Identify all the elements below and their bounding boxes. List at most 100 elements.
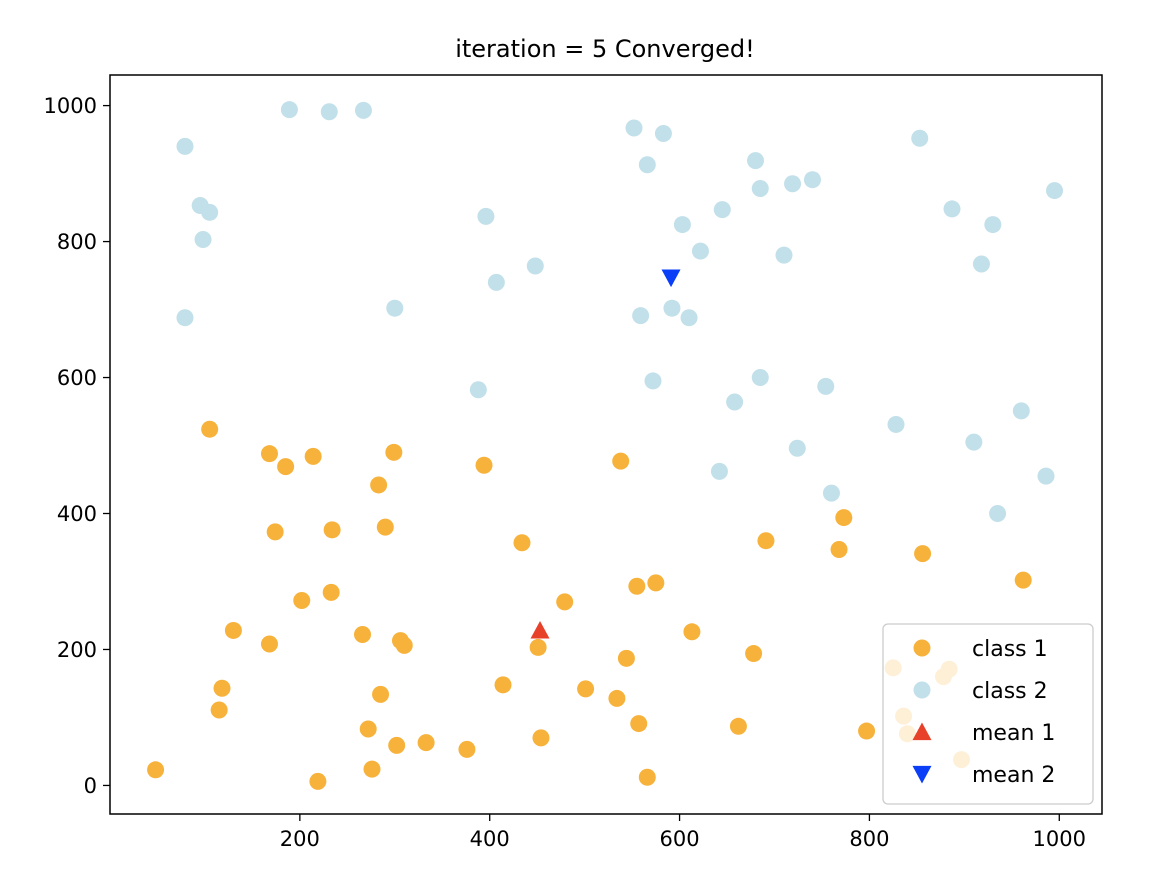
data-point xyxy=(757,532,775,550)
data-point xyxy=(911,129,929,147)
series-mean-1 xyxy=(530,620,550,639)
x-tick-label: 400 xyxy=(470,827,510,851)
data-point xyxy=(830,541,848,559)
data-point xyxy=(475,456,493,474)
data-point xyxy=(487,273,505,291)
data-point xyxy=(372,685,390,703)
data-point xyxy=(989,505,1007,523)
legend-marker xyxy=(912,722,932,741)
data-point xyxy=(477,207,495,225)
data-point xyxy=(680,309,698,327)
data-point xyxy=(612,452,630,470)
data-point xyxy=(984,216,1002,234)
legend: class 1 class 2 mean 1 mean 2 xyxy=(882,623,1094,805)
data-point xyxy=(147,761,165,779)
y-tick-label: 800 xyxy=(57,230,97,254)
data-point xyxy=(260,635,278,653)
plot-area-frame xyxy=(109,74,1103,815)
data-points xyxy=(147,101,1064,790)
series-mean-2 xyxy=(661,269,681,288)
data-point xyxy=(277,458,295,476)
data-point xyxy=(661,269,681,288)
data-point xyxy=(532,729,550,747)
data-point xyxy=(176,309,194,327)
data-point xyxy=(526,257,544,275)
data-point xyxy=(304,447,322,465)
y-tick-label: 1000 xyxy=(44,94,97,118)
legend-marker xyxy=(913,639,931,657)
y-tick-label: 0 xyxy=(84,774,97,798)
legend-box xyxy=(882,623,1094,805)
data-point xyxy=(858,722,876,740)
data-point xyxy=(663,299,681,317)
legend-label: class 2 xyxy=(972,679,1048,704)
data-point xyxy=(632,307,650,325)
data-point xyxy=(784,175,802,193)
data-point xyxy=(683,623,701,641)
data-point xyxy=(691,242,709,260)
data-point xyxy=(417,734,435,752)
data-point xyxy=(201,420,219,438)
data-point xyxy=(530,620,550,639)
data-point xyxy=(354,101,372,119)
chart-title: iteration = 5 Converged! xyxy=(455,35,755,63)
data-point xyxy=(803,171,821,189)
x-tick-label: 600 xyxy=(660,827,700,851)
data-point xyxy=(224,621,242,639)
data-point xyxy=(835,509,853,527)
data-point xyxy=(751,180,769,198)
series-class-2 xyxy=(176,101,1064,523)
data-point xyxy=(914,545,932,563)
data-point xyxy=(654,124,672,142)
data-point xyxy=(320,103,338,121)
data-point xyxy=(745,645,763,663)
data-point xyxy=(388,736,406,754)
x-tick-label: 200 xyxy=(280,827,320,851)
data-point xyxy=(972,255,990,273)
data-point xyxy=(529,638,547,656)
legend-label: mean 1 xyxy=(972,721,1055,746)
data-point xyxy=(176,137,194,155)
y-tick-label: 600 xyxy=(57,366,97,390)
data-point xyxy=(644,372,662,390)
legend-marker xyxy=(913,681,931,699)
data-point xyxy=(1012,402,1030,420)
data-point xyxy=(965,433,983,451)
data-point xyxy=(630,715,648,733)
data-point xyxy=(1037,467,1055,485)
x-tick-label: 800 xyxy=(849,827,889,851)
data-point xyxy=(1046,182,1064,200)
data-point xyxy=(817,377,835,395)
data-point xyxy=(260,445,278,463)
data-point xyxy=(513,534,531,552)
data-point xyxy=(194,231,212,249)
data-point xyxy=(266,523,284,541)
data-point xyxy=(628,577,646,595)
data-point xyxy=(647,574,665,592)
data-point xyxy=(323,521,341,539)
data-point xyxy=(775,246,793,264)
data-point xyxy=(280,101,298,119)
data-point xyxy=(395,636,413,654)
data-point xyxy=(309,772,327,790)
data-point xyxy=(638,156,656,174)
axis-ticks: 200 400 600 800 1000 0 200 400 600 800 1000 xyxy=(44,94,1086,851)
data-point xyxy=(213,679,231,697)
data-point xyxy=(617,649,635,667)
data-point xyxy=(370,476,388,494)
data-point xyxy=(751,369,769,387)
data-point xyxy=(577,680,595,698)
data-point xyxy=(673,216,691,234)
data-point xyxy=(556,593,574,611)
data-point xyxy=(322,583,340,601)
y-tick-label: 200 xyxy=(57,638,97,662)
data-point xyxy=(385,443,403,461)
data-point xyxy=(608,689,626,707)
data-point xyxy=(943,200,961,218)
data-point xyxy=(788,439,806,457)
data-point xyxy=(363,760,381,778)
data-point xyxy=(201,203,219,221)
data-point xyxy=(469,381,487,399)
